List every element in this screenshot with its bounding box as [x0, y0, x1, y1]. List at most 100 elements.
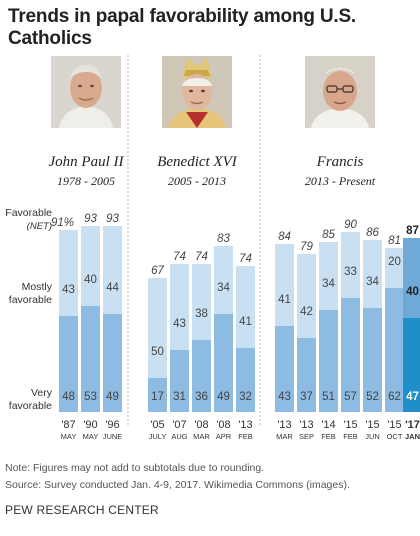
bar-mostly-6 — [214, 246, 233, 314]
bar-very-4 — [170, 350, 189, 412]
tick-year-14: '17 — [405, 419, 420, 431]
label-mostly-7: 41 — [239, 316, 252, 328]
label-mostly-9: 42 — [300, 306, 313, 318]
bar-very-9 — [297, 338, 316, 412]
label-total-4: 74 — [173, 251, 186, 263]
tick-year-11: '15 — [343, 419, 357, 431]
label-total-14: 87 — [406, 225, 419, 237]
tick-month-7: FEB — [238, 432, 253, 441]
bar-mostly-8 — [275, 244, 294, 326]
tick-year-1: '90 — [83, 419, 97, 431]
pope-years-john-paul-ii: 1978 - 2005 — [57, 174, 115, 188]
label-total-11: 90 — [344, 219, 357, 231]
bar-mostly-13 — [385, 248, 404, 288]
label-very-8: 43 — [278, 391, 291, 403]
label-total-3: 67 — [151, 265, 164, 277]
page-title: Trends in papal favorability among U.S. … — [8, 6, 356, 49]
bar-mostly-1 — [81, 226, 100, 306]
pope-name-benedict-xvi: Benedict XVI — [157, 154, 237, 170]
bar-mostly-2 — [103, 226, 122, 314]
tick-year-6: '08 — [216, 419, 230, 431]
label-very-7: 32 — [239, 391, 252, 403]
tick-month-13: OCT — [387, 432, 403, 441]
tick-month-5: MAR — [193, 432, 210, 441]
bar-very-3 — [148, 378, 167, 412]
bar-mostly-14 — [403, 238, 420, 318]
label-very-11: 57 — [344, 391, 357, 403]
tick-year-2: '96 — [105, 419, 119, 431]
label-total-0: 91% — [51, 217, 74, 229]
tick-year-9: '13 — [299, 419, 313, 431]
label-mostly-0: 43 — [62, 284, 75, 296]
bar-mostly-12 — [363, 240, 382, 308]
tick-month-11: FEB — [343, 432, 358, 441]
label-total-1: 93 — [84, 213, 97, 225]
row-label-favorable: Favorable — [5, 207, 52, 219]
bar-mostly-7 — [236, 266, 255, 348]
tick-month-10: FEB — [321, 432, 336, 441]
tick-year-10: '14 — [321, 419, 335, 431]
label-very-2: 49 — [106, 391, 119, 403]
bar-very-6 — [214, 314, 233, 412]
label-mostly-5: 38 — [195, 308, 208, 320]
label-very-6: 49 — [217, 391, 230, 403]
label-mostly-14: 40 — [406, 286, 419, 298]
tick-year-7: '13 — [238, 419, 252, 431]
tick-month-14: JAN — [405, 432, 420, 441]
label-mostly-1: 40 — [84, 274, 97, 286]
label-mostly-10: 34 — [322, 278, 335, 290]
source-note: Source: Survey conducted Jan. 4-9, 2017.… — [5, 479, 350, 491]
bar-mostly-4 — [170, 264, 189, 350]
bar-mostly-10 — [319, 242, 338, 310]
label-total-6: 83 — [217, 233, 230, 245]
bar-very-5 — [192, 340, 211, 412]
row-label-mostly-2: favorable — [9, 294, 52, 306]
bar-very-10 — [319, 310, 338, 412]
bar-mostly-0 — [59, 230, 78, 316]
label-mostly-3: 50 — [151, 346, 164, 358]
tick-year-4: '07 — [172, 419, 186, 431]
label-very-13: 62 — [388, 391, 401, 403]
label-mostly-13: 20 — [388, 256, 401, 268]
label-mostly-11: 33 — [344, 266, 357, 278]
tick-year-13: '15 — [387, 419, 401, 431]
tick-month-2: JUNE — [103, 432, 123, 441]
label-very-3: 17 — [151, 391, 164, 403]
label-very-5: 36 — [195, 391, 208, 403]
label-very-14: 47 — [406, 391, 419, 403]
footnote: Note: Figures may not add to subtotals d… — [5, 462, 265, 474]
label-total-12: 86 — [366, 227, 379, 239]
row-label-mostly: Mostly — [22, 281, 53, 293]
label-mostly-2: 44 — [106, 282, 119, 294]
label-mostly-4: 43 — [173, 318, 186, 330]
row-label-very: Very — [31, 387, 53, 399]
label-total-10: 85 — [322, 229, 335, 241]
row-label-favorable-net: (NET) — [27, 221, 52, 232]
tick-year-3: '05 — [150, 419, 164, 431]
bar-very-0 — [59, 316, 78, 412]
label-total-2: 93 — [106, 213, 119, 225]
label-total-7: 74 — [239, 253, 252, 265]
tick-month-3: JULY — [149, 432, 167, 441]
label-total-13: 81 — [388, 235, 401, 247]
label-very-0: 48 — [62, 391, 75, 403]
label-very-9: 37 — [300, 391, 313, 403]
label-total-8: 84 — [278, 231, 291, 243]
label-mostly-12: 34 — [366, 276, 379, 288]
tick-month-8: MAR — [276, 432, 293, 441]
tick-month-0: MAY — [61, 432, 77, 441]
bar-very-11 — [341, 298, 360, 412]
bar-very-8 — [275, 326, 294, 412]
bar-mostly-11 — [341, 232, 360, 298]
bar-very-2 — [103, 314, 122, 412]
tick-year-0: '87 — [61, 419, 75, 431]
tick-month-6: APR — [216, 432, 232, 441]
bar-very-1 — [81, 306, 100, 412]
bar-very-13 — [385, 288, 404, 412]
pope-name-john-paul-ii: John Paul II — [48, 154, 124, 170]
label-very-12: 52 — [366, 391, 379, 403]
tick-month-1: MAY — [83, 432, 99, 441]
tick-month-12: JUN — [365, 432, 380, 441]
source-org: PEW RESEARCH CENTER — [5, 503, 159, 517]
